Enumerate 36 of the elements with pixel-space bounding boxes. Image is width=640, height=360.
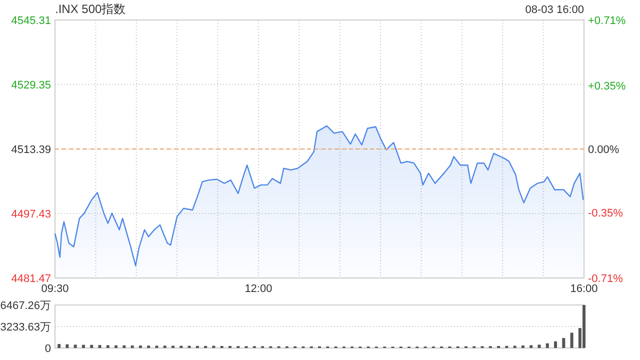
bar [106,345,110,348]
y2-tick-label: -0.71% [588,273,624,285]
y2-tick-label: +0.35% [588,80,626,92]
bar [546,343,549,348]
bar [74,344,77,348]
bar [562,338,566,348]
bar [122,345,126,348]
bar [58,344,61,348]
y-tick-label: 0 [44,343,51,355]
y2-tick-label: -0.35% [588,208,624,220]
x-tick-label: 16:00 [570,283,598,295]
bar [582,305,586,348]
y-tick-label: 3233.63万 [0,322,51,334]
bar [554,341,558,348]
text: 08-03 16:00 [525,4,584,16]
bar [114,345,118,348]
y2-tick-label: +0.71% [588,15,626,27]
y-tick-label: 6467.26万 [0,300,51,312]
bar [98,345,102,348]
bar [66,344,69,348]
bar [521,345,524,348]
x-tick-label: 09:30 [41,283,69,295]
bar [538,344,541,348]
bar [82,344,85,348]
y-tick-label: 4529.35 [11,80,51,92]
bar [130,345,134,348]
x-tick-label: 12:00 [244,283,272,295]
chart-title: .INX 500指数 [55,2,126,16]
bar [90,344,94,348]
bar [530,345,533,348]
y2-tick-label: 0.00% [588,144,620,156]
y-tick-label: 4481.47 [11,273,51,285]
y-tick-label: 4513.39 [11,144,51,156]
y-tick-label: 4545.31 [11,15,51,27]
y-tick-label: 4497.43 [11,208,51,220]
bar [570,332,574,348]
